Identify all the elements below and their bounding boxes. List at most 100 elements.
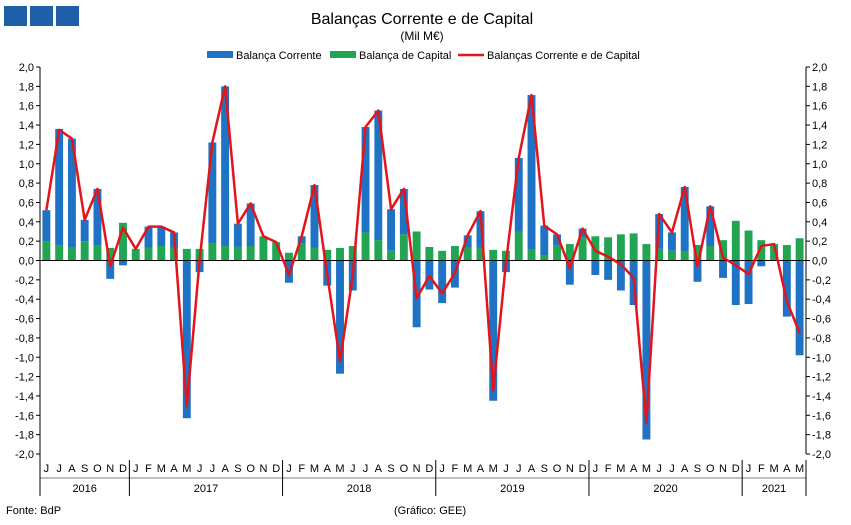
x-month-label: J bbox=[516, 463, 522, 475]
chart-subtitle: (Mil M€) bbox=[400, 29, 443, 43]
y-tick-label-right: 0,4 bbox=[812, 217, 827, 229]
x-month-label: J bbox=[197, 463, 203, 475]
y-tick-label-right: 1,2 bbox=[812, 139, 827, 151]
x-year-label: 2020 bbox=[653, 483, 677, 495]
y-tick-label-left: -0,6 bbox=[15, 314, 34, 326]
bar-balanca-corrente bbox=[514, 157, 523, 232]
bar-balanca-corrente bbox=[489, 260, 498, 401]
legend-swatch-current bbox=[207, 51, 233, 58]
x-month-label: A bbox=[783, 463, 791, 475]
x-month-label: J bbox=[656, 463, 662, 475]
bar-balanca-capital bbox=[655, 248, 664, 261]
bar-balanca-corrente bbox=[144, 226, 153, 248]
bar-balanca-corrente bbox=[540, 225, 549, 256]
bar-balanca-capital bbox=[489, 249, 498, 261]
x-month-label: J bbox=[439, 463, 445, 475]
bar-balanca-capital bbox=[450, 245, 459, 261]
y-tick-label-left: -1,0 bbox=[15, 352, 34, 364]
y-tick-label-right: 2,0 bbox=[812, 62, 827, 74]
x-month-label: J bbox=[286, 463, 292, 475]
bar-balanca-corrente bbox=[310, 185, 319, 248]
line-balancas-corrente-capital bbox=[45, 85, 801, 425]
x-month-label: A bbox=[324, 463, 332, 475]
bar-balanca-capital bbox=[336, 247, 344, 261]
x-month-label: F bbox=[758, 463, 765, 475]
bar-balanca-corrente bbox=[361, 126, 370, 233]
bar-balanca-capital bbox=[119, 222, 127, 261]
x-month-label: S bbox=[694, 463, 701, 475]
bar-balanca-capital bbox=[80, 241, 89, 261]
bar-balanca-capital bbox=[182, 248, 191, 261]
y-tick-label-left: 1,2 bbox=[19, 139, 34, 151]
x-month-label: A bbox=[681, 463, 689, 475]
x-year-label: 2021 bbox=[762, 483, 786, 495]
bar-balanca-capital bbox=[553, 245, 562, 261]
y-tick-label-left: -0,4 bbox=[15, 294, 34, 306]
y-tick-label-left: -1,6 bbox=[15, 410, 34, 422]
bar-balanca-capital bbox=[514, 231, 523, 261]
bar-balanca-capital bbox=[170, 247, 179, 261]
x-month-label: A bbox=[170, 463, 178, 475]
x-month-label: N bbox=[719, 463, 727, 475]
bar-balanca-capital bbox=[476, 247, 485, 261]
bar-balanca-corrente bbox=[731, 260, 740, 306]
x-month-label: A bbox=[630, 463, 638, 475]
bar-balanca-capital bbox=[731, 220, 740, 261]
y-tick-label-right: 0,2 bbox=[812, 236, 827, 248]
bar-balanca-corrente bbox=[374, 110, 383, 241]
x-month-label: M bbox=[642, 463, 651, 475]
x-month-label: F bbox=[298, 463, 305, 475]
x-year-label: 2019 bbox=[500, 483, 524, 495]
bar-balanca-capital bbox=[744, 230, 753, 261]
bar-balanca-capital bbox=[578, 237, 587, 261]
x-month-label: M bbox=[182, 463, 191, 475]
x-month-label: S bbox=[81, 463, 88, 475]
bar-balanca-capital bbox=[272, 242, 281, 261]
bar-balanca-capital bbox=[106, 247, 115, 261]
x-month-label: A bbox=[68, 463, 76, 475]
bar-balanca-capital bbox=[795, 238, 804, 261]
legend-swatch-capital bbox=[330, 51, 356, 58]
y-tick-label-left: -1,8 bbox=[15, 430, 34, 442]
x-month-label: M bbox=[310, 463, 319, 475]
y-tick-label-left: 0,0 bbox=[19, 256, 34, 268]
x-month-label: N bbox=[413, 463, 421, 475]
bar-balanca-capital bbox=[157, 245, 166, 261]
x-month-label: D bbox=[272, 463, 280, 475]
x-year-label: 2018 bbox=[347, 483, 371, 495]
bar-balanca-corrente bbox=[387, 209, 396, 251]
bar-balanca-capital bbox=[782, 245, 791, 261]
y-tick-label-left: 1,6 bbox=[19, 101, 34, 113]
bar-balanca-corrente bbox=[693, 260, 702, 282]
bar-balanca-corrente bbox=[565, 260, 574, 285]
y-tick-label-left: -0,8 bbox=[15, 333, 34, 345]
x-month-label: M bbox=[616, 463, 625, 475]
bar-balanca-capital bbox=[42, 241, 51, 261]
bar-balanca-corrente bbox=[221, 86, 230, 246]
x-month-label: J bbox=[210, 463, 216, 475]
bar-balanca-corrente bbox=[680, 186, 689, 252]
y-tick-label-right: 1,4 bbox=[812, 120, 827, 132]
bar-balanca-corrente bbox=[527, 95, 536, 250]
x-month-label: J bbox=[363, 463, 369, 475]
bar-balanca-corrente bbox=[336, 260, 344, 374]
y-tick-label-left: -2,0 bbox=[15, 449, 34, 461]
y-tick-label-right: -1,2 bbox=[812, 372, 831, 384]
x-month-label: A bbox=[477, 463, 485, 475]
bar-balanca-corrente bbox=[246, 203, 255, 246]
y-tick-label-left: 1,0 bbox=[19, 159, 34, 171]
bar-balanca-capital bbox=[667, 250, 676, 261]
bar-balanca-capital bbox=[757, 240, 766, 261]
x-month-label: N bbox=[566, 463, 574, 475]
bar-balanca-capital bbox=[629, 233, 638, 261]
bar-balanca-capital bbox=[540, 255, 549, 261]
bar-balanca-corrente bbox=[642, 260, 651, 440]
x-month-label: O bbox=[400, 463, 409, 475]
x-month-label: A bbox=[221, 463, 229, 475]
bar-balanca-corrente bbox=[182, 260, 191, 419]
bar-balanca-capital bbox=[131, 248, 140, 261]
bar-balanca-capital bbox=[323, 249, 332, 261]
y-tick-label-left: 0,6 bbox=[19, 197, 34, 209]
y-tick-label-right: 0,8 bbox=[812, 178, 827, 190]
